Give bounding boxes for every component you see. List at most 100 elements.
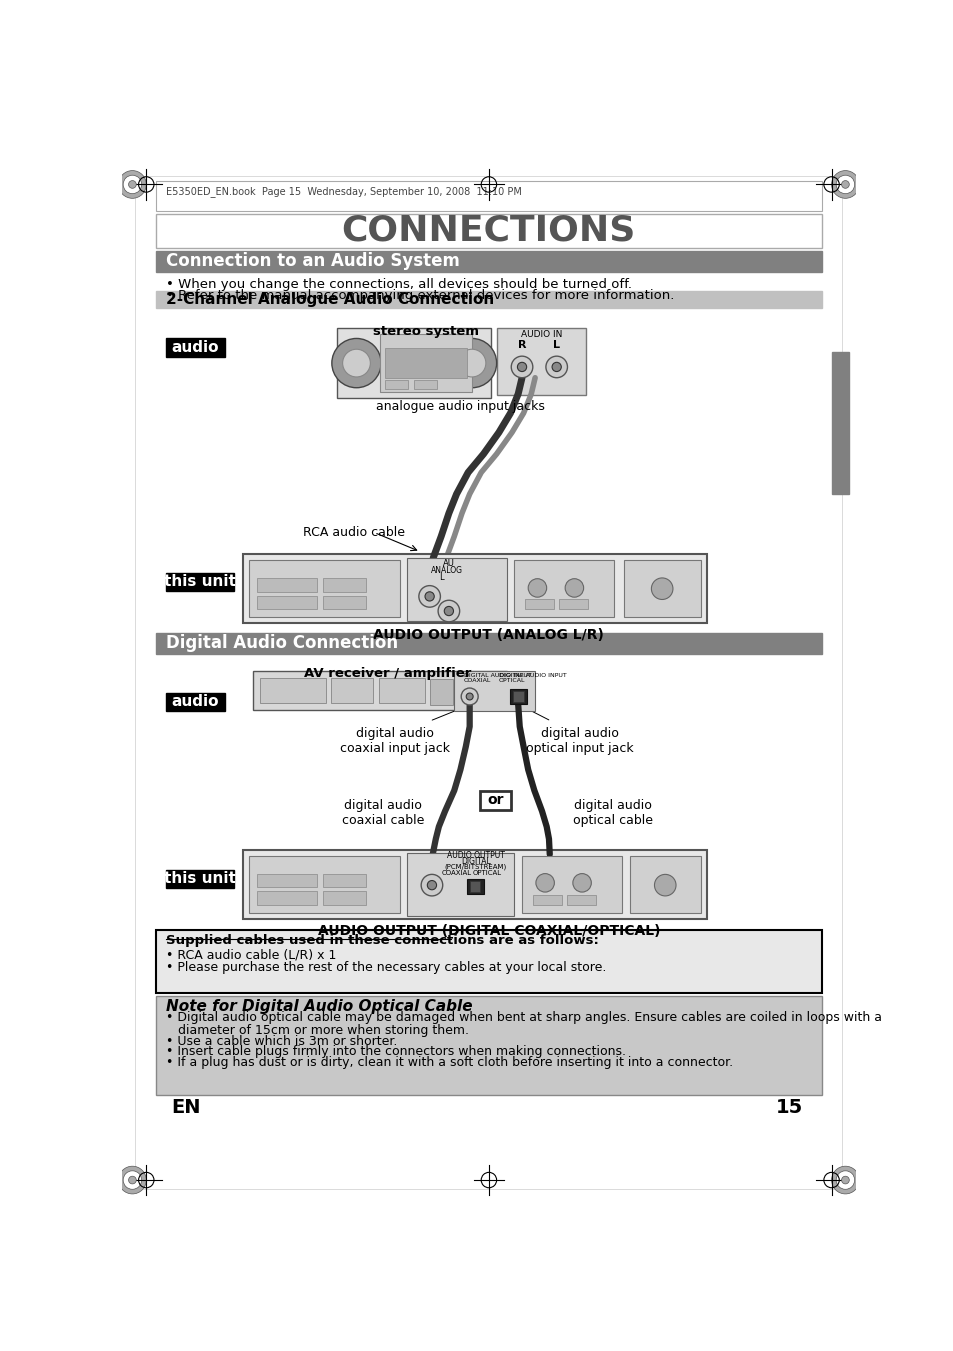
Text: this unit: this unit	[164, 871, 235, 886]
Text: DIGITAL AUDIO INPUT: DIGITAL AUDIO INPUT	[463, 673, 531, 678]
Text: Connection to an Audio System: Connection to an Audio System	[166, 253, 459, 270]
Text: AV receiver / amplifier: AV receiver / amplifier	[303, 667, 471, 681]
Bar	[454, 671, 535, 711]
Circle shape	[342, 349, 370, 377]
Circle shape	[831, 1166, 859, 1194]
Bar	[831, 351, 847, 494]
Text: • Refer to the manual accompanying external devices for more information.: • Refer to the manual accompanying exter…	[166, 289, 674, 303]
Bar	[406, 852, 514, 916]
Text: AUDIO IN: AUDIO IN	[520, 330, 561, 339]
Circle shape	[123, 176, 141, 193]
Circle shape	[552, 362, 560, 372]
Text: digital audio
optical cable: digital audio optical cable	[573, 798, 652, 827]
Bar	[466, 880, 483, 894]
Text: diameter of 15cm or more when storing them.: diameter of 15cm or more when storing th…	[166, 1024, 469, 1036]
Circle shape	[460, 688, 477, 705]
Text: audio: audio	[172, 340, 219, 355]
Text: • If a plug has dust or is dirty, clean it with a soft cloth before inserting it: • If a plug has dust or is dirty, clean …	[166, 1056, 733, 1069]
Text: OPTICAL: OPTICAL	[498, 678, 525, 684]
Text: DIGITAL AUDIO INPUT: DIGITAL AUDIO INPUT	[498, 673, 566, 678]
Text: digital audio
coaxial cable: digital audio coaxial cable	[342, 798, 424, 827]
Bar	[533, 896, 561, 905]
Circle shape	[420, 874, 442, 896]
Bar	[166, 693, 225, 711]
Bar	[469, 881, 480, 892]
Circle shape	[511, 357, 533, 378]
Circle shape	[457, 349, 485, 377]
Circle shape	[841, 181, 848, 188]
Circle shape	[517, 362, 526, 372]
Bar	[385, 380, 408, 389]
Text: AU: AU	[442, 559, 455, 569]
Bar	[497, 328, 585, 396]
Bar	[509, 689, 526, 704]
Circle shape	[447, 339, 497, 388]
Bar	[514, 561, 614, 617]
Text: this unit: this unit	[164, 574, 235, 589]
Text: EN: EN	[172, 1098, 201, 1117]
Circle shape	[123, 1171, 141, 1189]
Bar	[378, 678, 425, 704]
Text: • When you change the connections, all devices should be turned off.: • When you change the connections, all d…	[166, 278, 632, 292]
Circle shape	[536, 874, 554, 892]
Bar	[429, 678, 453, 705]
Circle shape	[118, 170, 146, 199]
Circle shape	[528, 578, 546, 597]
Bar	[623, 561, 700, 617]
Bar	[480, 792, 511, 809]
Text: • Digital audio optical cable may be damaged when bent at sharp angles. Ensure c: • Digital audio optical cable may be dam…	[166, 1012, 882, 1024]
Text: • Insert cable plugs firmly into the connectors when making connections.: • Insert cable plugs firmly into the con…	[166, 1046, 625, 1058]
Text: RCA audio cable: RCA audio cable	[302, 527, 404, 539]
Bar	[243, 850, 706, 919]
Text: or: or	[487, 793, 503, 808]
Bar	[323, 578, 365, 592]
Circle shape	[831, 170, 859, 199]
Circle shape	[564, 578, 583, 597]
Bar	[385, 347, 466, 378]
Text: R: R	[517, 340, 526, 350]
Bar	[243, 554, 706, 623]
Circle shape	[572, 874, 591, 892]
Text: digital audio
coaxial input jack: digital audio coaxial input jack	[339, 727, 450, 754]
Text: AUDIO OUTPUT: AUDIO OUTPUT	[446, 851, 504, 861]
Bar	[156, 996, 821, 1094]
Text: audio: audio	[172, 694, 219, 709]
Circle shape	[425, 592, 434, 601]
Bar	[166, 573, 233, 590]
Text: • Use a cable which is 3m or shorter.: • Use a cable which is 3m or shorter.	[166, 1035, 397, 1047]
Text: DIGITAL: DIGITAL	[460, 858, 490, 866]
Bar	[257, 874, 317, 888]
Circle shape	[118, 1166, 146, 1194]
Bar	[253, 671, 506, 709]
Bar	[406, 558, 506, 621]
Bar	[629, 857, 700, 913]
Bar	[524, 600, 554, 609]
Text: analogue audio input jacks: analogue audio input jacks	[375, 400, 544, 413]
Bar	[166, 339, 225, 357]
Circle shape	[427, 881, 436, 890]
Bar	[156, 251, 821, 273]
Text: CONNECTIONS: CONNECTIONS	[341, 213, 636, 247]
Circle shape	[129, 1177, 136, 1183]
Bar	[566, 896, 596, 905]
Text: digital audio
optical input jack: digital audio optical input jack	[525, 727, 633, 754]
Text: E5350ED_EN.book  Page 15  Wednesday, September 10, 2008  11:10 PM: E5350ED_EN.book Page 15 Wednesday, Septe…	[166, 186, 521, 197]
Bar	[323, 596, 365, 609]
Circle shape	[466, 693, 473, 700]
Text: 15: 15	[775, 1098, 802, 1117]
Text: Note for Digital Audio Optical Cable: Note for Digital Audio Optical Cable	[166, 1000, 473, 1015]
Circle shape	[654, 874, 676, 896]
Bar	[156, 290, 821, 308]
Text: Supplied cables used in these connections are as follows:: Supplied cables used in these connection…	[166, 935, 598, 947]
Bar	[257, 892, 317, 905]
Text: (PCM/BITSTREAM): (PCM/BITSTREAM)	[444, 863, 506, 870]
Bar	[156, 181, 821, 211]
Bar	[379, 334, 472, 392]
Text: 2-Channel Analogue Audio Connection: 2-Channel Analogue Audio Connection	[166, 292, 494, 307]
Text: ANALOG: ANALOG	[430, 566, 462, 576]
Circle shape	[836, 176, 854, 193]
Text: COAXIAL: COAXIAL	[463, 678, 491, 684]
Bar	[260, 678, 325, 704]
Text: COAXIAL: COAXIAL	[441, 870, 471, 875]
Bar	[257, 596, 317, 609]
